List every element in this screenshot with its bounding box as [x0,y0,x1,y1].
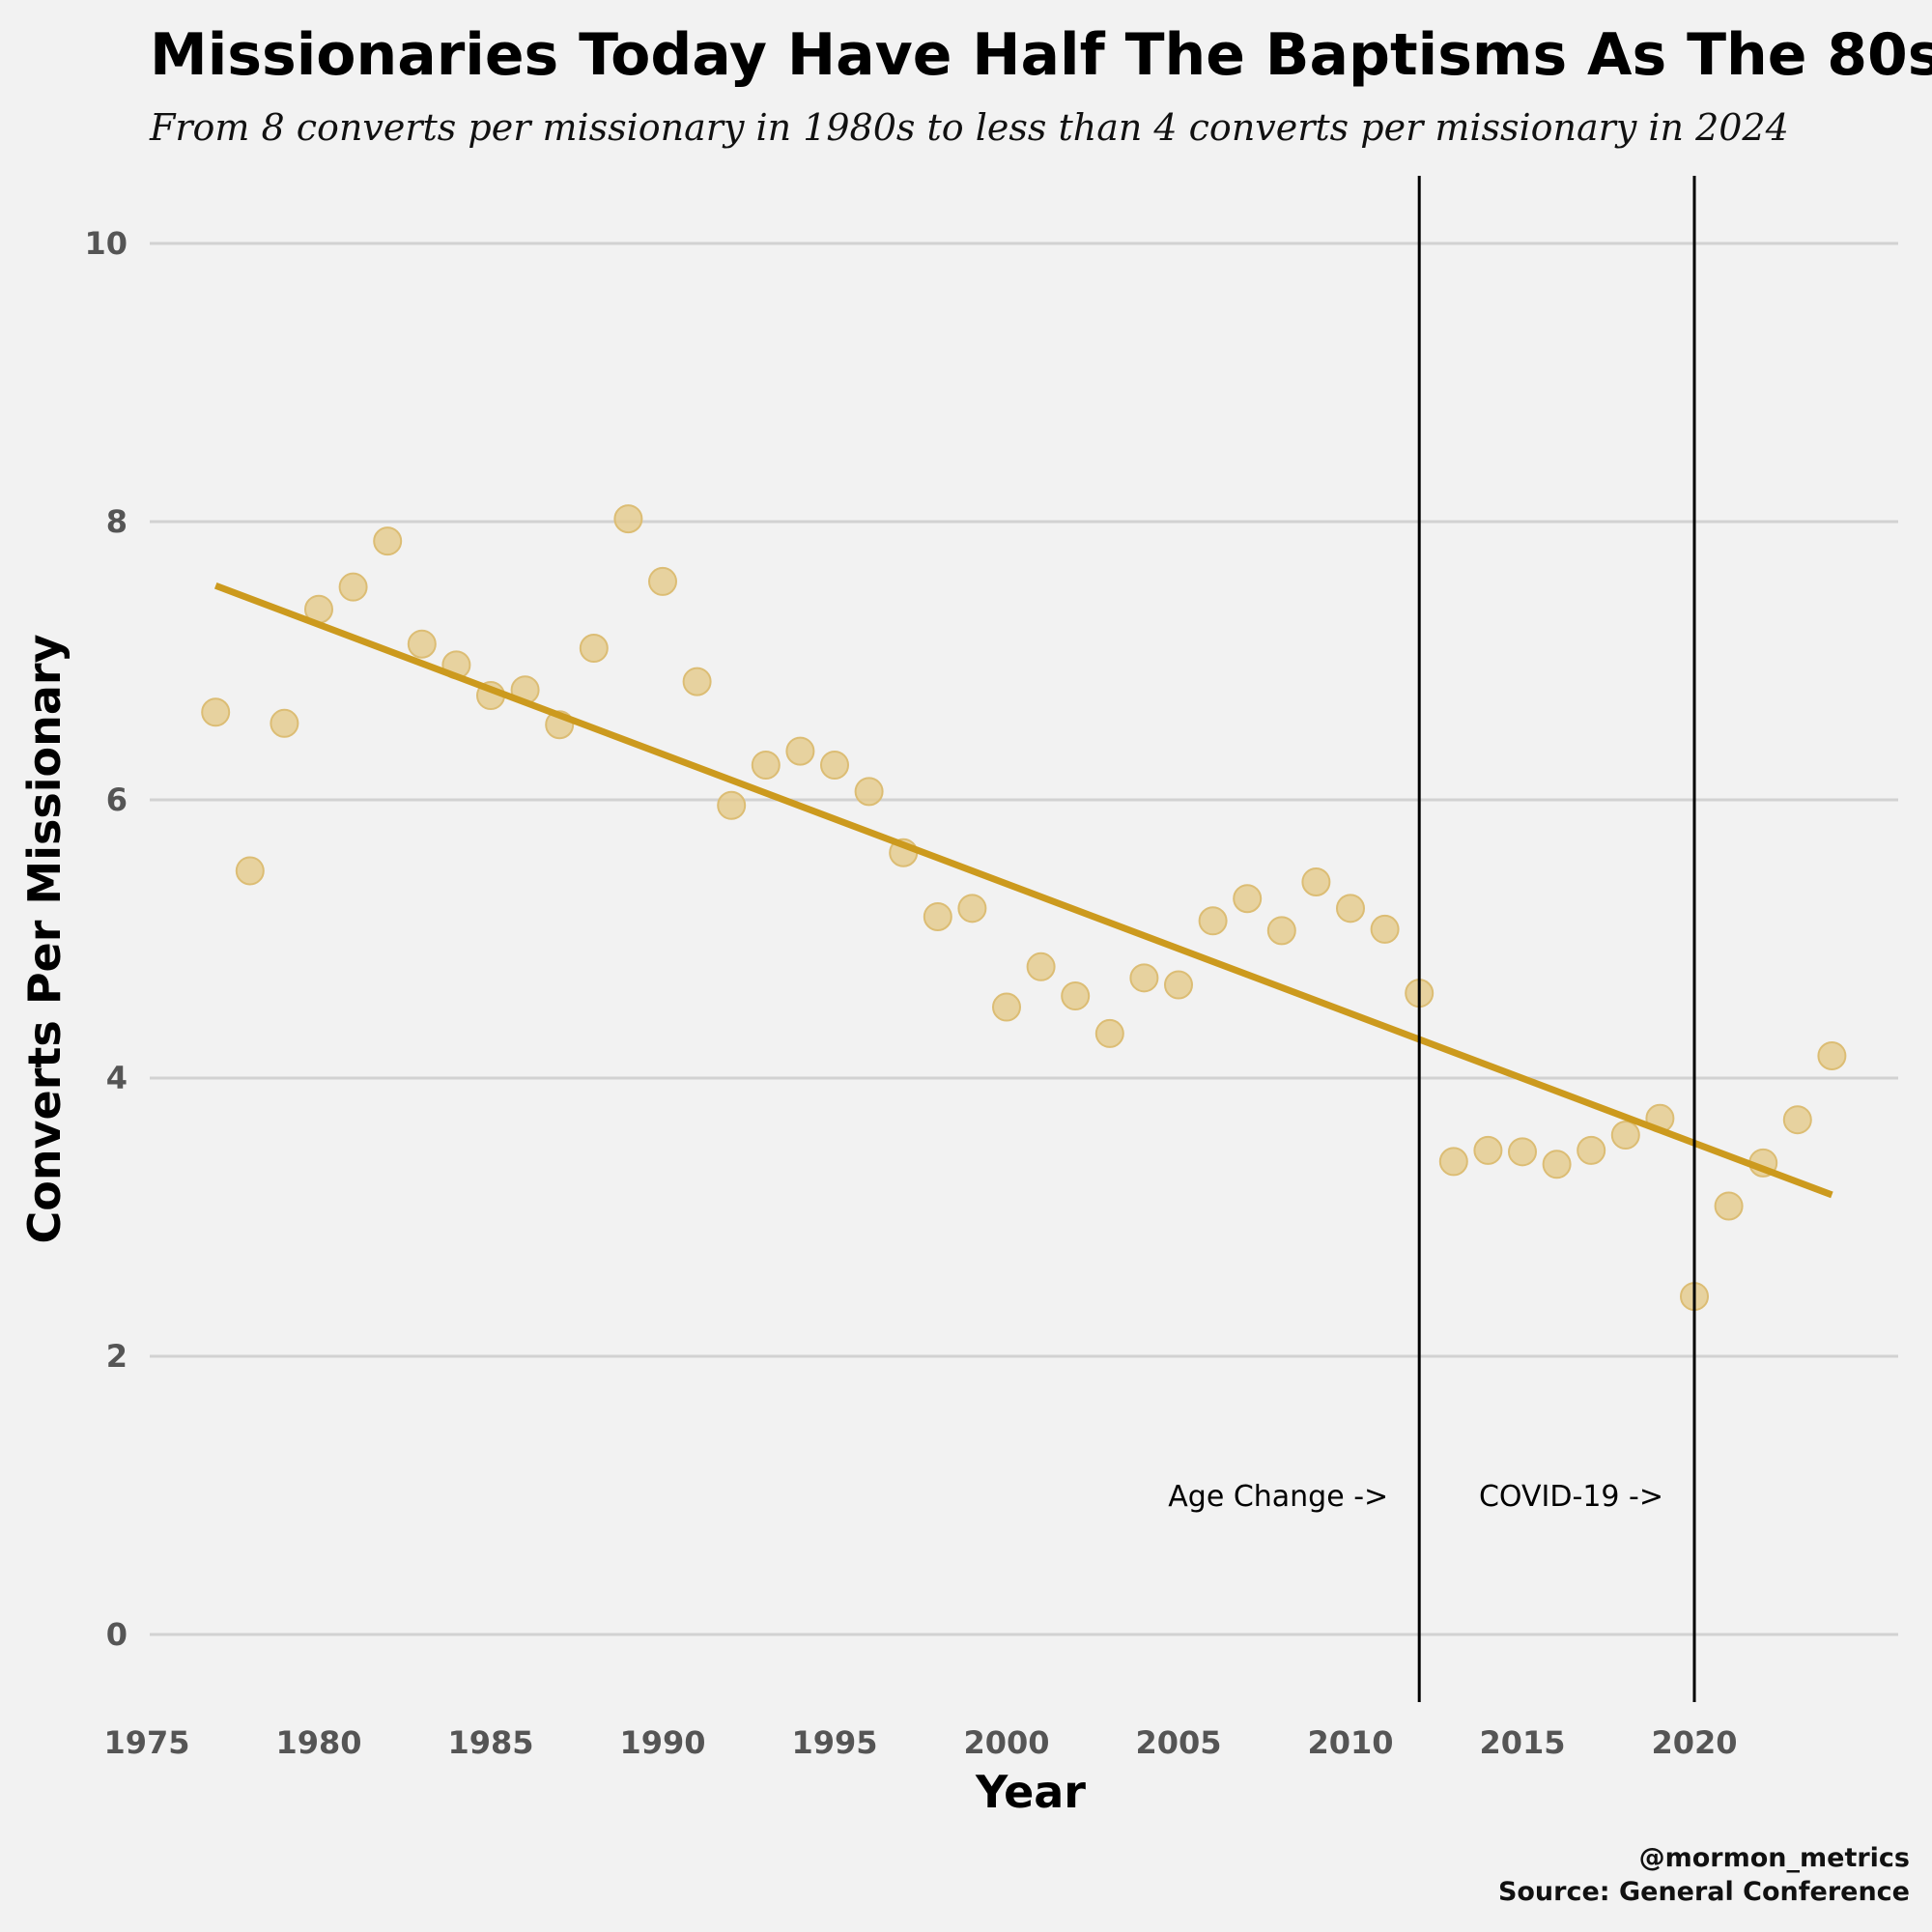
data-point [235,856,265,886]
age-change-label: Age Change -> [1168,1480,1388,1514]
x-tick-label: 2015 [1479,1724,1565,1761]
data-point [682,667,712,696]
data-point [854,777,884,807]
data-point [579,634,609,664]
x-tick-label: 1990 [619,1724,705,1761]
x-axis-ticks: 1975 1980 1985 1990 1995 2000 2005 2010 2015 2020 [103,1724,1737,1761]
data-point [1473,1135,1503,1165]
chart-title: Missionaries Today Have Half The Baptism… [150,21,1932,89]
chart-subtitle: From 8 converts per missionary in 1980s … [149,106,1789,149]
caption-source: Source: General Conference [1498,1877,1910,1907]
y-tick-label: 4 [106,1060,128,1096]
y-tick-label: 6 [106,781,128,818]
data-point [648,566,677,596]
data-point [1714,1191,1744,1221]
data-point [1508,1137,1537,1167]
x-tick-label: 2020 [1651,1724,1737,1761]
y-tick-label: 10 [84,225,128,262]
x-axis-title: Year [975,1766,1086,1818]
data-point [1577,1135,1606,1165]
data-point [1164,970,1193,1000]
caption-handle: @mormon_metrics [1639,1843,1910,1873]
x-tick-label: 1975 [103,1724,189,1761]
data-point [820,751,849,780]
x-tick-label: 2010 [1307,1724,1393,1761]
x-tick-label: 2000 [963,1724,1049,1761]
y-tick-label: 2 [106,1338,128,1375]
data-point [1233,884,1263,914]
gridlines [150,242,1898,1636]
data-point [1782,1105,1812,1135]
data-point [1129,963,1159,993]
event-lines: Age Change -> COVID-19 -> [1168,176,1696,1702]
y-axis-title: Converts Per Missionary [18,634,71,1243]
data-point [1094,1018,1124,1048]
data-point [1266,916,1296,946]
data-point [373,526,403,556]
x-tick-label: 2005 [1135,1724,1221,1761]
data-point [1336,894,1365,923]
y-tick-label: 0 [106,1616,128,1653]
data-point [1370,914,1400,944]
data-point [1301,867,1331,896]
data-point [201,697,231,727]
x-tick-label: 1995 [791,1724,877,1761]
x-tick-label: 1985 [447,1724,533,1761]
data-point [407,629,437,659]
data-point [785,736,815,766]
data-point [1610,1121,1640,1151]
data-point [717,790,747,820]
data-point [270,708,299,738]
data-point [923,901,952,931]
data-point [1438,1147,1468,1177]
data-point [957,894,987,923]
y-tick-label: 8 [106,503,128,540]
trend-line-group [213,582,1833,1199]
data-point [992,992,1021,1022]
trend-line [213,582,1833,1199]
x-tick-label: 1980 [275,1724,361,1761]
data-point [338,572,368,602]
data-point [1061,981,1091,1011]
data-point [1026,952,1056,981]
data-points [201,504,1847,1312]
data-point [613,504,643,534]
data-point [751,751,781,780]
data-point [1198,906,1228,936]
covid-label: COVID-19 -> [1479,1480,1663,1514]
data-point [1542,1150,1572,1179]
y-axis-ticks: 0 2 4 6 8 10 [84,225,128,1653]
data-point [1817,1040,1847,1070]
